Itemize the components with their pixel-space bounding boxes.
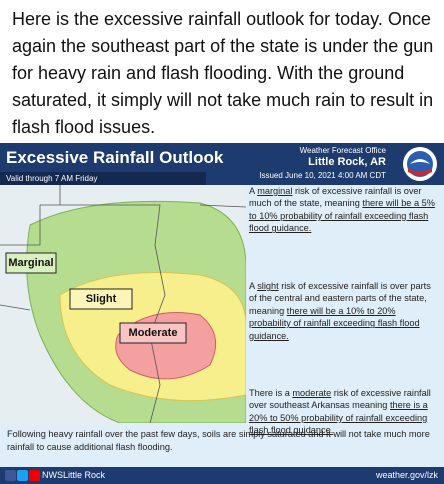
issued-time: Issued June 10, 2021 4:00 AM CDT [259, 171, 386, 180]
valid-time: Valid through 7 AM Friday [0, 172, 206, 185]
office-label: Weather Forecast Office [299, 146, 386, 155]
youtube-icon[interactable] [29, 470, 40, 481]
description-text: A [249, 186, 258, 196]
social-handle[interactable]: NWSLittle Rock [42, 470, 106, 480]
description-text: A [249, 281, 258, 291]
moderate-label: Moderate [129, 327, 178, 339]
emphasis-text: there is a 20% to 50% probability of rai… [249, 400, 428, 436]
moderate-description: There is a moderate risk of excessive ra… [249, 387, 439, 437]
footer-note: Following heavy rainfall over the past f… [7, 429, 430, 452]
facebook-icon[interactable] [5, 470, 16, 481]
description-text: There is a [249, 388, 293, 398]
emphasis-text: moderate [292, 388, 332, 398]
marginal-label: Marginal [8, 257, 53, 269]
outlook-map: Marginal Slight Moderate [0, 185, 246, 423]
marginal-description: A marginal risk of excessive rainfall is… [249, 185, 439, 235]
emphasis-text: marginal [257, 186, 293, 196]
slight-description: A slight risk of excessive rainfall is o… [249, 280, 439, 342]
slight-label: Slight [86, 293, 117, 305]
twitter-icon[interactable] [17, 470, 28, 481]
description-text: risk of excessive rainfall is over much … [249, 186, 422, 209]
emphasis-text: slight [257, 281, 279, 291]
office-name: Little Rock, AR [308, 156, 386, 168]
emphasis-text: there will be a 5% to 10% probability of… [249, 198, 435, 234]
description-text: risk of excessive rainfall is over parts… [249, 281, 431, 316]
footer-bar: NWSLittle Rock weather.gov/lzk [0, 467, 444, 484]
emphasis-text: there will be a 10% to 20% probability o… [249, 305, 420, 341]
post-text: Here is the excessive rainfall outlook f… [12, 9, 434, 137]
graphic-title: Excessive Rainfall Outlook [6, 148, 224, 167]
outlook-graphic[interactable]: Excessive Rainfall Outlook Valid through… [0, 143, 444, 484]
graphic-header: Excessive Rainfall Outlook Valid through… [0, 143, 444, 185]
nws-logo [403, 147, 437, 181]
description-text: risk of excessive rainfall over southeas… [249, 388, 431, 411]
website[interactable]: weather.gov/lzk [375, 470, 438, 480]
